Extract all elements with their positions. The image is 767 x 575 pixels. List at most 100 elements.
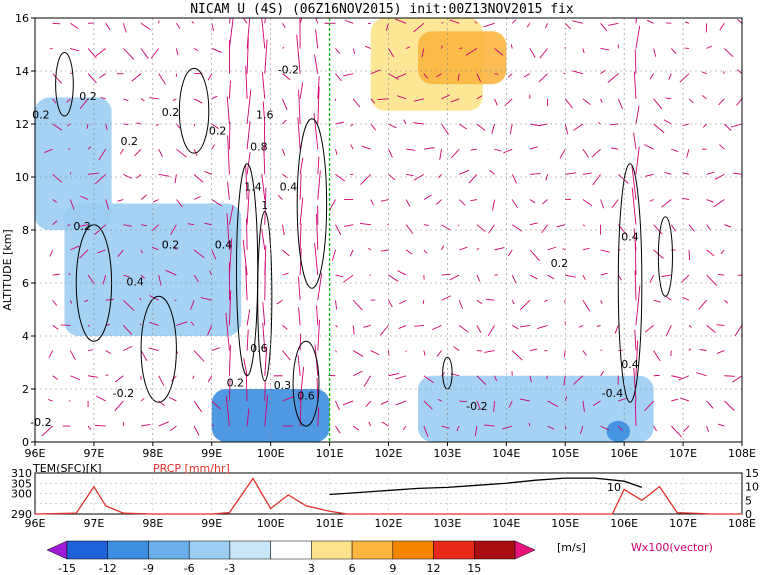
wind-vector-406 (459, 47, 463, 49)
wind-vector-273 (335, 400, 340, 411)
wind-vector-142 (193, 274, 200, 283)
wind-vector-500 (562, 248, 566, 251)
wind-vector-601 (661, 274, 672, 277)
wind-vector-191 (246, 309, 251, 326)
wind-vector-161 (204, 222, 212, 226)
wind-vector-25 (67, 224, 71, 226)
wind-vector-352 (403, 119, 407, 125)
wind-vector-261 (314, 243, 319, 276)
wind-vector-485 (542, 199, 548, 205)
wind-vector-88 (140, 350, 148, 362)
wind-vector-14 (52, 73, 63, 84)
wind-vector-159 (209, 270, 213, 276)
wind-vector-635 (706, 274, 718, 286)
wind-vector-92 (140, 249, 143, 254)
wind-vector-384 (437, 174, 442, 179)
wind-vector-171 (228, 379, 231, 401)
wind-vector-120 (168, 396, 177, 402)
wind-vector-337 (388, 73, 399, 80)
wind-vector-561 (634, 400, 637, 427)
anomaly-region-7 (211, 389, 330, 442)
wind-vector-216 (262, 101, 266, 125)
wind-vector-564 (634, 329, 637, 351)
wind-vector-9 (52, 199, 57, 203)
wind-vector-110 (151, 224, 160, 232)
wind-vector-629 (706, 425, 710, 433)
series-prcp-line (34, 477, 742, 515)
wind-vector-34 (87, 425, 92, 430)
wind-vector-74 (123, 274, 130, 278)
wind-vector-292 (352, 350, 364, 357)
contour-label-17: 1.6 (256, 109, 274, 122)
wind-vector-369 (412, 122, 424, 125)
wind-vector-445 (511, 350, 523, 361)
contour-5 (257, 210, 273, 382)
wind-vector-389 (441, 45, 443, 49)
wind-vector-187 (246, 408, 250, 427)
wind-vector-498 (564, 300, 566, 303)
wind-vector-436 (494, 148, 502, 152)
y-tick-label-5: 10 (15, 171, 29, 184)
wind-vector-677 (736, 69, 743, 74)
wind-vector-608 (665, 97, 672, 100)
wind-vector-348 (405, 224, 414, 234)
wind-vector-496 (563, 350, 566, 358)
wind-vector-459 (528, 422, 531, 427)
wind-vector-518 (582, 224, 586, 227)
wind-vector-568 (633, 228, 637, 250)
wind-vector-180 (227, 135, 230, 175)
wind-vector-404 (450, 98, 460, 103)
wind-vector-533 (600, 272, 608, 276)
main-panel: 96E 97E 98E 99E 100E 101E 102E 103E 104E 105E 106E… (1, 12, 756, 460)
wind-vector-596 (671, 398, 679, 402)
wind-vector-93 (140, 224, 147, 227)
wind-vector-126 (174, 246, 177, 251)
wind-vector-653 (720, 249, 725, 255)
wind-vector-65 (99, 73, 106, 79)
wind-vector-397 (449, 274, 460, 281)
wind-vector-379 (441, 295, 452, 301)
contour-9 (657, 216, 673, 297)
contour-label-9: 0.4 (280, 180, 298, 193)
wind-vector-334 (388, 148, 393, 158)
wind-vector-453 (503, 148, 513, 154)
wind-vector-291 (352, 370, 363, 377)
wind-vector-426 (493, 400, 495, 412)
x-tick-label-4: 100E (257, 447, 285, 460)
colorbar: -15 -12 -9 -6 -3 3 6 9 12 15 (46, 540, 536, 575)
wind-vector-398 (459, 246, 468, 251)
wind-vector-510 (579, 425, 584, 435)
wind-vector-243 (297, 276, 301, 301)
wind-vector-201 (246, 37, 249, 74)
surface-right-tick-1: 10 (745, 481, 759, 494)
wind-vector-465 (529, 274, 538, 280)
wind-vector-433 (488, 224, 495, 234)
wind-vector-56 (105, 298, 115, 301)
x-tick-label-11: 107E (669, 447, 697, 460)
wind-vector-520 (582, 172, 592, 175)
wind-vector-81 (123, 98, 129, 102)
wind-vector-75 (117, 249, 124, 258)
wind-vector-198 (246, 121, 251, 150)
wind-vector-134 (175, 48, 179, 56)
wind-vector-378 (432, 324, 442, 331)
wind-vector-648 (724, 375, 735, 377)
y-tick-label-8: 16 (15, 12, 29, 25)
wind-vector-316 (360, 174, 372, 185)
wind-vector-293 (352, 325, 355, 335)
wind-vector-504 (559, 148, 566, 159)
wind-vector-146 (193, 174, 204, 183)
wind-vector-658 (724, 123, 732, 131)
wind-vector-112 (158, 173, 170, 177)
wind-vector-359 (423, 375, 434, 384)
wind-vector-365 (423, 224, 429, 226)
colorbar-label-8: 12 (427, 562, 441, 575)
wind-vector-105 (148, 347, 159, 352)
wind-vector-281 (329, 199, 336, 211)
wind-vector-505 (564, 123, 569, 135)
wind-vector-409 (476, 400, 481, 410)
wind-vector-155 (207, 375, 213, 383)
wind-vector-39 (84, 299, 89, 303)
wind-vector-272 (335, 425, 341, 434)
wind-vector-100 (140, 48, 149, 59)
